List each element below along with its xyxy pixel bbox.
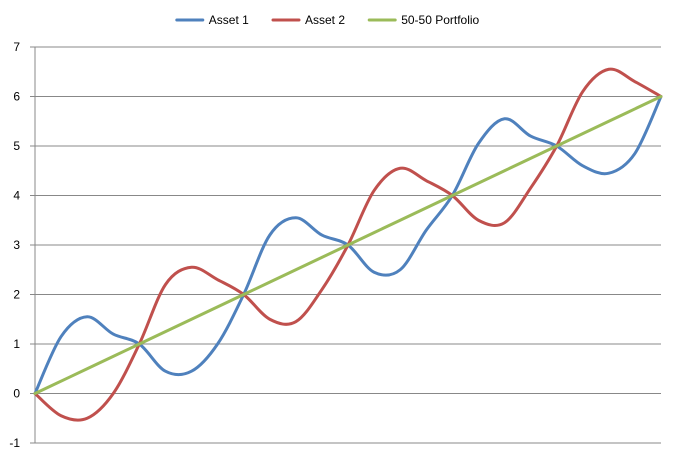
legend-label-50-50-portfolio: 50-50 Portfolio (401, 13, 479, 27)
y-tick-label: -1 (9, 436, 20, 450)
legend-label-asset-1: Asset 1 (209, 13, 249, 27)
y-tick-label: 3 (13, 238, 20, 252)
y-tick-label: 4 (13, 189, 20, 203)
y-tick-label: 7 (13, 40, 20, 54)
y-tick-label: 0 (13, 387, 20, 401)
legend-label-asset-2: Asset 2 (305, 13, 345, 27)
axes (30, 46, 36, 444)
y-tick-label: 5 (13, 139, 20, 153)
y-axis-tick-labels: -1 0 1 2 3 4 5 6 7 (9, 40, 20, 450)
y-tick-label: 2 (13, 288, 20, 302)
y-tick-label: 6 (13, 90, 20, 104)
series-lines (33, 67, 663, 422)
legend: Asset 1 Asset 2 50-50 Portfolio (175, 13, 480, 27)
y-tick-label: 1 (13, 337, 20, 351)
series-line-50-50-portfolio (33, 95, 663, 395)
